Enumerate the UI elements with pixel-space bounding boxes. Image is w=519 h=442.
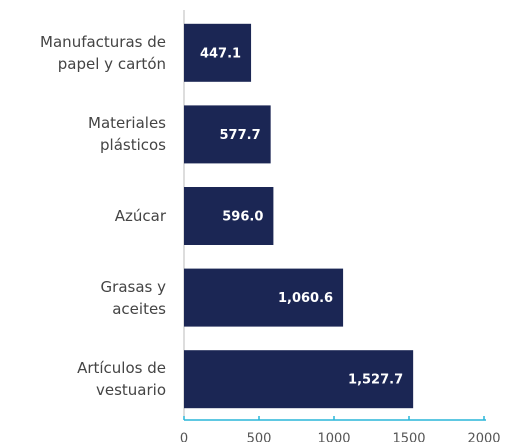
y-tick-label: Manufacturas de papel y cartón (40, 32, 166, 73)
y-tick-label: Materiales plásticos (88, 114, 166, 155)
y-tick-label: Artículos de vestuario (77, 359, 166, 400)
value-label: 1,060.6 (278, 291, 333, 306)
x-tick-label: 1000 (317, 432, 350, 442)
bar (184, 350, 414, 409)
value-label: 447.1 (200, 46, 241, 61)
value-label: 577.7 (220, 128, 261, 143)
value-label: 1,527.7 (348, 373, 403, 388)
bar (184, 187, 274, 245)
x-tick-label: 2000 (467, 432, 500, 442)
x-tick-label: 0 (180, 432, 188, 442)
x-tick-label: 1500 (392, 432, 425, 442)
x-tick-label: 500 (247, 432, 272, 442)
y-tick-label: Grasas y aceites (100, 277, 166, 318)
bar (184, 105, 271, 164)
bar (184, 268, 344, 327)
bar (184, 23, 252, 82)
y-tick-label: Azúcar (114, 207, 166, 225)
value-label: 596.0 (222, 210, 263, 225)
